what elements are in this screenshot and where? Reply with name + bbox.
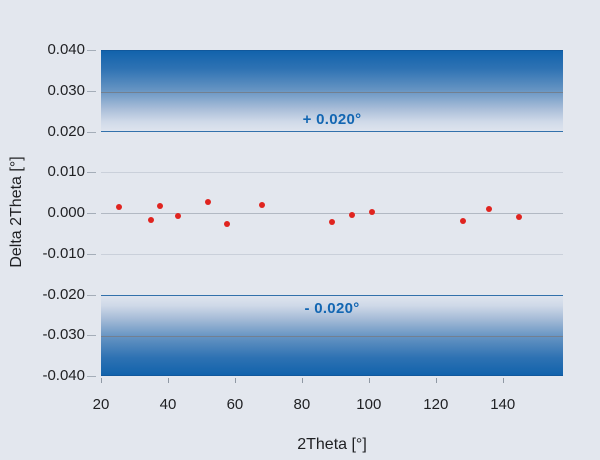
y-tick-label: 0.020 xyxy=(47,122,85,140)
y-tick-mark xyxy=(87,253,96,255)
upper-tolerance-label: + 0.020° xyxy=(302,110,362,128)
y-axis-title: Delta 2Theta [°] xyxy=(8,156,25,268)
data-point xyxy=(148,216,155,223)
y-tick-mark xyxy=(87,376,96,377)
x-axis-title: 2Theta [°] xyxy=(297,436,367,453)
x-tick-mark xyxy=(502,378,504,383)
y-tick-label: -0.030 xyxy=(42,326,85,344)
lower-band-midline xyxy=(101,336,563,338)
data-point xyxy=(486,205,493,212)
y-tick-mark xyxy=(87,335,96,337)
data-point xyxy=(349,212,356,219)
x-tick-mark xyxy=(301,378,303,383)
plot-area: + 0.020° - 0.020° xyxy=(101,50,563,376)
x-tick-label: 20 xyxy=(92,396,110,413)
zero-gridline xyxy=(101,213,563,214)
data-point xyxy=(205,199,212,206)
x-tick-label: 120 xyxy=(423,396,449,413)
y-tick-label: 0.010 xyxy=(47,163,85,181)
y-tick-mark xyxy=(87,172,96,174)
data-point xyxy=(516,214,523,221)
x-tick-mark xyxy=(234,378,236,383)
x-tick-mark xyxy=(101,378,102,383)
lower-tolerance-band: - 0.020° xyxy=(101,294,563,376)
data-point xyxy=(116,203,123,210)
data-point xyxy=(223,221,230,227)
y-tick-label: 0.030 xyxy=(47,81,85,99)
data-point xyxy=(175,212,181,219)
y-tick-mark xyxy=(87,90,96,92)
y-tick-label: -0.040 xyxy=(42,367,85,384)
data-point xyxy=(157,203,164,210)
x-tick-label: 40 xyxy=(159,396,177,413)
upper-band-midline xyxy=(101,91,563,93)
lower-tolerance-label: - 0.020° xyxy=(304,299,360,317)
x-tick-label: 140 xyxy=(490,396,516,413)
y-tick-mark xyxy=(87,294,96,296)
y-tick-label: -0.010 xyxy=(42,244,85,262)
x-tick-mark xyxy=(435,378,437,383)
data-point xyxy=(459,218,466,225)
y-tick-mark xyxy=(87,213,96,214)
y-tick-label: 0.040 xyxy=(47,41,85,58)
gridline xyxy=(101,172,563,174)
x-tick-label: 80 xyxy=(293,396,311,413)
y-tick-mark xyxy=(87,50,96,51)
data-point xyxy=(369,209,376,216)
x-tick-mark xyxy=(368,378,370,383)
data-point xyxy=(258,201,265,208)
data-point xyxy=(329,219,335,226)
x-tick-label: 100 xyxy=(356,396,382,413)
y-tick-mark xyxy=(87,131,96,133)
y-tick-label: -0.020 xyxy=(42,285,85,303)
x-tick-label: 60 xyxy=(226,396,244,413)
y-tick-label: 0.000 xyxy=(47,204,85,221)
upper-tolerance-band: + 0.020° xyxy=(101,50,563,132)
x-tick-mark xyxy=(167,378,169,383)
gridline xyxy=(101,253,563,255)
